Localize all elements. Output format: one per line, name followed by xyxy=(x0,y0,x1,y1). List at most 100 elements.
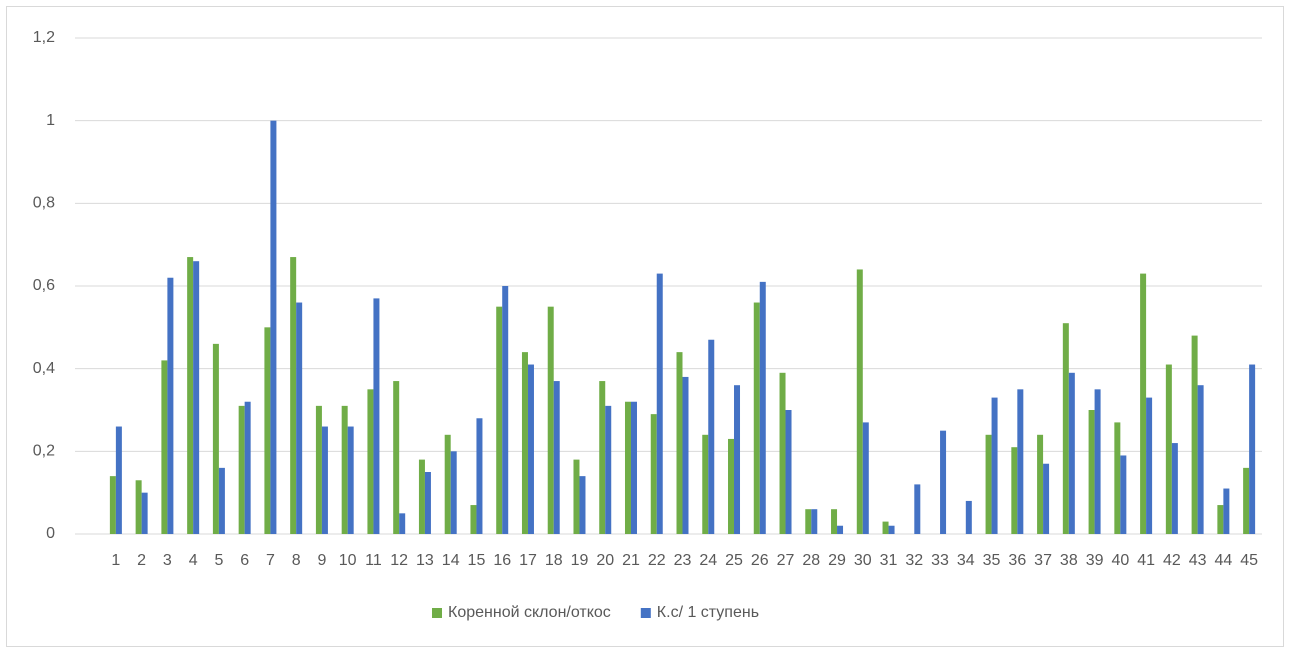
x-tick-label: 43 xyxy=(1189,552,1207,569)
y-tick-label: 0,2 xyxy=(33,443,55,460)
x-tick-label: 27 xyxy=(777,552,795,569)
bar xyxy=(244,401,251,534)
bar xyxy=(734,385,741,534)
x-tick-label: 16 xyxy=(493,552,511,569)
bar xyxy=(1249,364,1256,534)
bar xyxy=(109,476,116,534)
bar xyxy=(1011,447,1018,534)
bar xyxy=(1191,335,1198,534)
bar xyxy=(1197,385,1204,534)
bar xyxy=(399,513,406,534)
x-tick-label: 24 xyxy=(699,552,717,569)
bar xyxy=(579,476,586,534)
bar xyxy=(367,389,374,534)
y-tick-label: 1,2 xyxy=(33,29,55,46)
bar xyxy=(315,405,322,534)
x-tick-label: 10 xyxy=(339,552,357,569)
x-tick-label: 40 xyxy=(1111,552,1129,569)
bar xyxy=(708,339,715,534)
bar xyxy=(1223,488,1230,534)
bar xyxy=(1068,372,1075,534)
bar xyxy=(296,302,303,534)
x-tick-label: 2 xyxy=(137,552,146,569)
bar xyxy=(856,269,863,534)
legend-swatch xyxy=(432,608,442,618)
x-tick-label: 41 xyxy=(1137,552,1155,569)
x-tick-label: 14 xyxy=(442,552,460,569)
x-tick-label: 1 xyxy=(111,552,120,569)
x-tick-label: 36 xyxy=(1008,552,1026,569)
bar xyxy=(1094,389,1101,534)
bar xyxy=(141,492,148,534)
x-tick-label: 34 xyxy=(957,552,975,569)
bar xyxy=(444,434,451,534)
bar xyxy=(1171,443,1178,534)
x-tick-label: 13 xyxy=(416,552,434,569)
x-tick-label: 12 xyxy=(390,552,408,569)
legend-label: К.с/ 1 ступень xyxy=(657,604,759,621)
bar xyxy=(521,352,528,534)
x-tick-label: 18 xyxy=(545,552,563,569)
bar xyxy=(805,509,812,534)
bar xyxy=(347,426,354,534)
bar xyxy=(290,257,297,534)
bar xyxy=(341,405,348,534)
bar xyxy=(1146,397,1153,534)
x-tick-label: 25 xyxy=(725,552,743,569)
bar xyxy=(1165,364,1172,534)
bar xyxy=(424,472,431,534)
bar xyxy=(212,343,219,534)
x-tick-label: 15 xyxy=(468,552,486,569)
x-tick-label: 6 xyxy=(240,552,249,569)
x-tick-label: 35 xyxy=(983,552,1001,569)
x-tick-label: 9 xyxy=(317,552,326,569)
bar xyxy=(837,525,844,534)
legend-swatch xyxy=(640,608,651,618)
bar xyxy=(502,286,509,534)
bar xyxy=(605,405,612,534)
x-tick-label: 37 xyxy=(1034,552,1052,569)
bar xyxy=(888,525,895,534)
bar xyxy=(187,257,194,534)
bar xyxy=(573,459,580,534)
bar xyxy=(991,397,998,534)
bar xyxy=(1114,422,1121,534)
bar xyxy=(985,434,992,534)
x-tick-label: 19 xyxy=(571,552,589,569)
x-tick-label: 44 xyxy=(1214,552,1232,569)
bar xyxy=(1062,323,1069,534)
bar xyxy=(161,360,168,534)
y-tick-label: 1 xyxy=(46,112,55,129)
x-tick-label: 8 xyxy=(292,552,301,569)
bar xyxy=(676,352,683,534)
bar xyxy=(624,401,631,534)
bar xyxy=(135,480,142,534)
bar xyxy=(785,410,792,534)
bar xyxy=(1088,410,1095,534)
bar xyxy=(264,327,271,534)
y-tick-label: 0,6 xyxy=(33,277,55,294)
x-tick-label: 23 xyxy=(674,552,692,569)
bar xyxy=(811,509,818,534)
x-tick-label: 20 xyxy=(596,552,614,569)
x-tick-label: 42 xyxy=(1163,552,1181,569)
bar xyxy=(728,438,735,534)
bar xyxy=(1120,455,1127,534)
bar xyxy=(193,261,200,534)
bar xyxy=(759,281,766,534)
bar xyxy=(553,381,560,534)
bar xyxy=(527,364,534,534)
bar xyxy=(167,277,174,534)
bar xyxy=(476,418,483,534)
bar xyxy=(470,505,477,534)
x-tick-label: 11 xyxy=(365,552,382,569)
y-tick-label: 0 xyxy=(46,525,55,542)
y-tick-label: 0,8 xyxy=(33,195,55,212)
x-tick-label: 39 xyxy=(1086,552,1104,569)
bar xyxy=(831,509,838,534)
x-tick-label: 28 xyxy=(802,552,820,569)
legend-label: Коренной склон/откос xyxy=(448,604,611,621)
bar xyxy=(682,376,689,534)
x-tick-label: 31 xyxy=(880,552,898,569)
